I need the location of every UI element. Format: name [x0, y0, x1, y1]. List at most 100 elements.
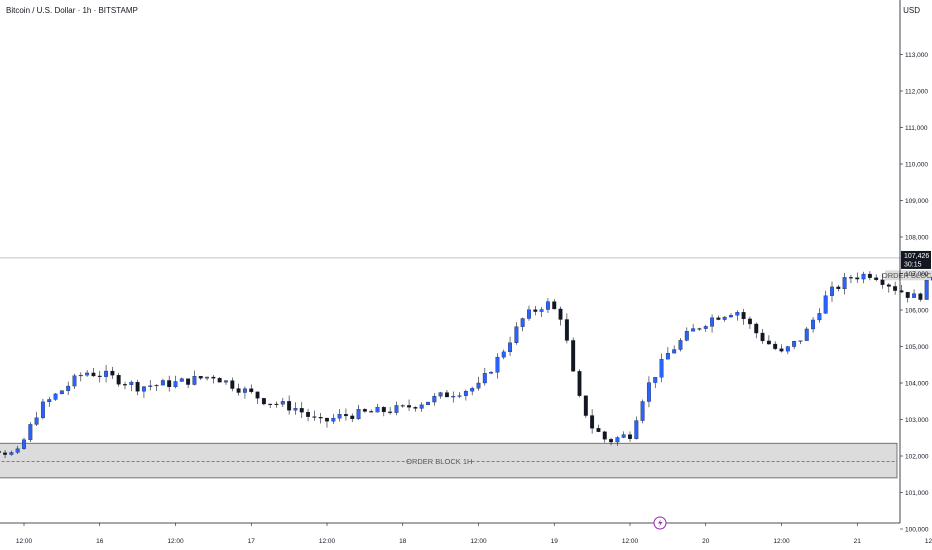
y-tick-label: 104,000 — [905, 381, 929, 388]
candle — [747, 316, 752, 329]
y-tick-label: 102,000 — [905, 454, 929, 461]
y-tick-label: 113,000 — [905, 52, 928, 59]
candle — [476, 376, 481, 391]
current-price-value: 107,426 — [904, 253, 929, 260]
candle — [362, 408, 367, 413]
currency-label[interactable]: USD — [903, 6, 920, 15]
x-tick-label: 18 — [399, 538, 407, 545]
y-tick-label: 105,000 — [905, 344, 929, 351]
candle — [912, 289, 917, 298]
candle — [830, 281, 834, 302]
candle — [236, 383, 241, 396]
candle — [110, 366, 115, 379]
x-tick-label: 12:00 — [470, 538, 487, 545]
candle — [583, 395, 588, 418]
candle — [545, 298, 550, 313]
candle — [779, 344, 784, 353]
candle — [590, 409, 595, 434]
candle — [880, 273, 885, 289]
lightning-icon[interactable] — [653, 516, 667, 530]
candle — [722, 316, 727, 322]
candle — [558, 306, 563, 326]
candle — [602, 430, 607, 443]
candle — [280, 397, 285, 408]
candle — [293, 402, 298, 415]
candle — [381, 406, 386, 417]
candle — [609, 437, 614, 446]
candle — [634, 416, 639, 440]
candle — [242, 386, 247, 399]
candle — [0, 450, 1, 453]
candle — [3, 450, 8, 459]
candle — [621, 431, 626, 439]
candle — [47, 396, 52, 407]
candle — [141, 386, 146, 398]
candle — [350, 413, 355, 422]
candle — [375, 403, 380, 413]
candle — [703, 324, 708, 332]
candle — [823, 290, 828, 314]
candle — [59, 390, 64, 395]
candle — [255, 391, 260, 405]
candle — [451, 391, 456, 403]
candle — [306, 408, 311, 422]
candle — [224, 380, 228, 385]
candle — [148, 380, 153, 391]
candle — [482, 368, 487, 386]
x-tick-label: 17 — [248, 538, 256, 545]
candle — [9, 450, 14, 456]
candle — [489, 370, 494, 375]
candle — [798, 340, 803, 345]
candle — [867, 271, 872, 281]
x-tick-label: 12:00 — [622, 538, 639, 545]
candle — [135, 379, 140, 396]
y-tick-label: 111,000 — [905, 125, 928, 132]
candle — [735, 310, 740, 321]
candle — [318, 413, 323, 424]
x-tick-label: 12:00 — [167, 538, 184, 545]
candle — [123, 381, 127, 390]
candle — [91, 368, 96, 377]
candle — [691, 323, 696, 332]
candle — [97, 370, 102, 383]
order-block-zone[interactable]: ORDER BLOCK 1H — [882, 270, 932, 281]
candle — [230, 377, 235, 392]
candle — [167, 375, 172, 392]
bar-countdown: 30:15 — [904, 261, 922, 268]
candle — [729, 313, 733, 318]
y-tick-label: 100,000 — [905, 527, 929, 534]
y-tick-label: 109,000 — [905, 198, 929, 205]
candle — [672, 345, 677, 354]
candle — [539, 306, 544, 317]
candle — [205, 376, 210, 381]
symbol-title: Bitcoin / U.S. Dollar · 1h · BITSTAMP — [6, 6, 138, 15]
candle — [22, 437, 26, 450]
candle — [811, 317, 816, 333]
candle — [918, 292, 923, 302]
order-block-zone[interactable]: ORDER BLOCK 1H — [0, 442, 898, 479]
candle — [369, 409, 374, 413]
candle — [470, 386, 475, 396]
candle — [34, 411, 39, 426]
y-tick-label: 106,000 — [905, 308, 929, 315]
candle — [842, 272, 847, 295]
candle — [312, 410, 317, 421]
candle — [716, 315, 721, 321]
candle — [501, 349, 506, 360]
candle — [571, 337, 576, 372]
candle — [198, 375, 203, 381]
candle — [299, 401, 304, 419]
candle — [678, 337, 683, 352]
x-tick-label: 20 — [702, 538, 710, 545]
candle — [407, 399, 412, 412]
order-block-label-bg — [885, 270, 932, 281]
candle — [710, 314, 715, 333]
candle — [217, 377, 222, 383]
candle — [905, 291, 910, 303]
candle — [129, 380, 134, 392]
candle — [527, 305, 531, 321]
candle — [754, 322, 759, 339]
candle — [249, 384, 254, 394]
candle — [438, 391, 443, 399]
